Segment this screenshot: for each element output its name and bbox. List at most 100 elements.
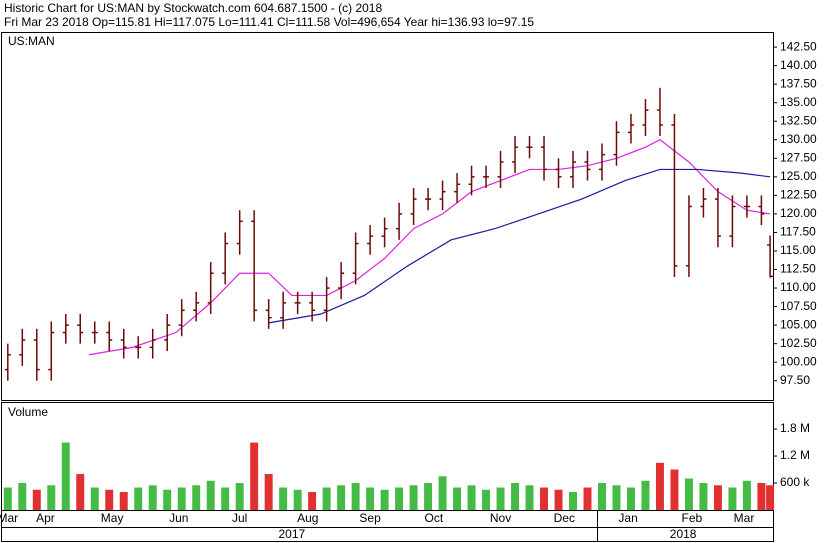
x-tick-label: Feb <box>681 511 702 525</box>
volume-bar <box>337 485 346 510</box>
y-tick-label: 120.00 <box>780 206 817 220</box>
chart-subtitle: Fri Mar 23 2018 Op=115.81 Hi=117.075 Lo=… <box>4 15 534 29</box>
volume-bar <box>18 483 27 510</box>
volume-label: Volume <box>8 405 48 419</box>
volume-bar <box>583 487 592 510</box>
x-tick-label: Nov <box>490 511 511 525</box>
y-tick-label: 122.50 <box>780 188 817 202</box>
volume-bar <box>699 483 708 510</box>
volume-bar <box>626 487 635 510</box>
volume-tick-label: 1.8 M <box>780 421 810 435</box>
volume-bar <box>540 487 549 510</box>
volume-bar <box>61 442 70 510</box>
y-tick-label: 110.00 <box>780 280 816 294</box>
volume-bar <box>206 480 215 510</box>
volume-bar <box>438 476 447 510</box>
year-label: 2017 <box>278 527 305 541</box>
x-tick-label: Apr <box>36 511 55 525</box>
volume-bar <box>395 487 404 510</box>
volume-bar <box>757 483 766 510</box>
year-label: 2018 <box>670 527 697 541</box>
volume-bar <box>366 487 375 510</box>
volume-bar <box>3 487 12 510</box>
y-tick-label: 130.00 <box>780 132 817 146</box>
y-tick-label: 105.00 <box>780 317 817 331</box>
volume-bar <box>380 489 389 510</box>
y-tick-label: 97.50 <box>780 373 810 387</box>
x-tick-label: May <box>101 511 124 525</box>
volume-tick-label: 1.2 M <box>780 448 810 462</box>
volume-bar <box>76 474 85 510</box>
volume-bar <box>47 485 56 510</box>
moving-average <box>88 139 771 356</box>
volume-bar <box>322 487 331 510</box>
x-tick-label: Mar <box>0 511 18 525</box>
volume-bar <box>684 478 693 510</box>
price-panel <box>1 32 774 401</box>
x-tick-label: Sep <box>359 511 381 525</box>
y-tick-label: 135.00 <box>780 95 817 109</box>
volume-bar <box>453 487 462 510</box>
y-tick-label: 140.00 <box>780 58 817 72</box>
volume-bar <box>148 485 157 510</box>
volume-bar <box>670 469 679 510</box>
volume-bar <box>235 483 244 510</box>
volume-bar <box>308 492 317 510</box>
volume-bar <box>119 492 128 510</box>
y-tick-label: 115.00 <box>780 243 816 257</box>
volume-bar <box>496 487 505 510</box>
y-tick-label: 132.50 <box>780 113 817 127</box>
volume-bar <box>655 462 664 510</box>
volume-bar <box>728 487 737 510</box>
volume-bar <box>554 489 563 510</box>
volume-bar <box>424 483 433 510</box>
y-tick-label: 117.50 <box>780 225 816 239</box>
x-tick-label: Jan <box>618 511 637 525</box>
volume-bar <box>293 489 302 510</box>
volume-bar <box>279 487 288 510</box>
y-tick-label: 100.00 <box>780 354 817 368</box>
volume-bar <box>598 483 606 510</box>
volume-bar <box>351 483 360 510</box>
x-tick-label: Mar <box>734 511 755 525</box>
volume-bar <box>264 474 273 510</box>
y-tick-label: 102.50 <box>780 336 817 350</box>
volume-bar <box>177 487 186 510</box>
volume-bar <box>409 485 418 510</box>
y-tick-label: 107.50 <box>780 299 817 313</box>
volume-bar <box>134 487 143 510</box>
volume-bar <box>221 487 230 510</box>
volume-bar <box>163 489 172 510</box>
y-tick-label: 127.50 <box>780 150 817 164</box>
volume-bar <box>511 483 520 510</box>
volume-bar <box>90 487 99 510</box>
y-tick-label: 112.50 <box>780 262 816 276</box>
volume-bar <box>250 442 259 510</box>
volume-bar <box>192 485 201 510</box>
volume-bar <box>482 489 491 510</box>
x-tick-label: Jul <box>232 511 247 525</box>
volume-tick-label: 600 k <box>780 475 810 489</box>
volume-bar <box>525 485 534 510</box>
volume-bar <box>612 485 621 510</box>
volume-bar <box>713 485 722 510</box>
volume-bar <box>569 492 577 510</box>
volume-bar <box>742 480 751 510</box>
y-tick-label: 125.00 <box>780 169 817 183</box>
volume-bar <box>641 480 650 510</box>
y-tick-label: 142.50 <box>780 39 817 53</box>
y-tick-label: 137.50 <box>780 76 817 90</box>
x-tick-label: Jun <box>169 511 188 525</box>
panel-label: US:MAN <box>8 34 55 48</box>
x-tick-label: Aug <box>297 511 318 525</box>
moving-average <box>268 168 771 324</box>
volume-bar <box>32 489 41 510</box>
volume-bar <box>105 489 114 510</box>
x-tick-label: Dec <box>554 511 575 525</box>
x-tick-label: Oct <box>425 511 444 525</box>
volume-bar <box>467 485 476 510</box>
date-axis <box>1 510 774 542</box>
